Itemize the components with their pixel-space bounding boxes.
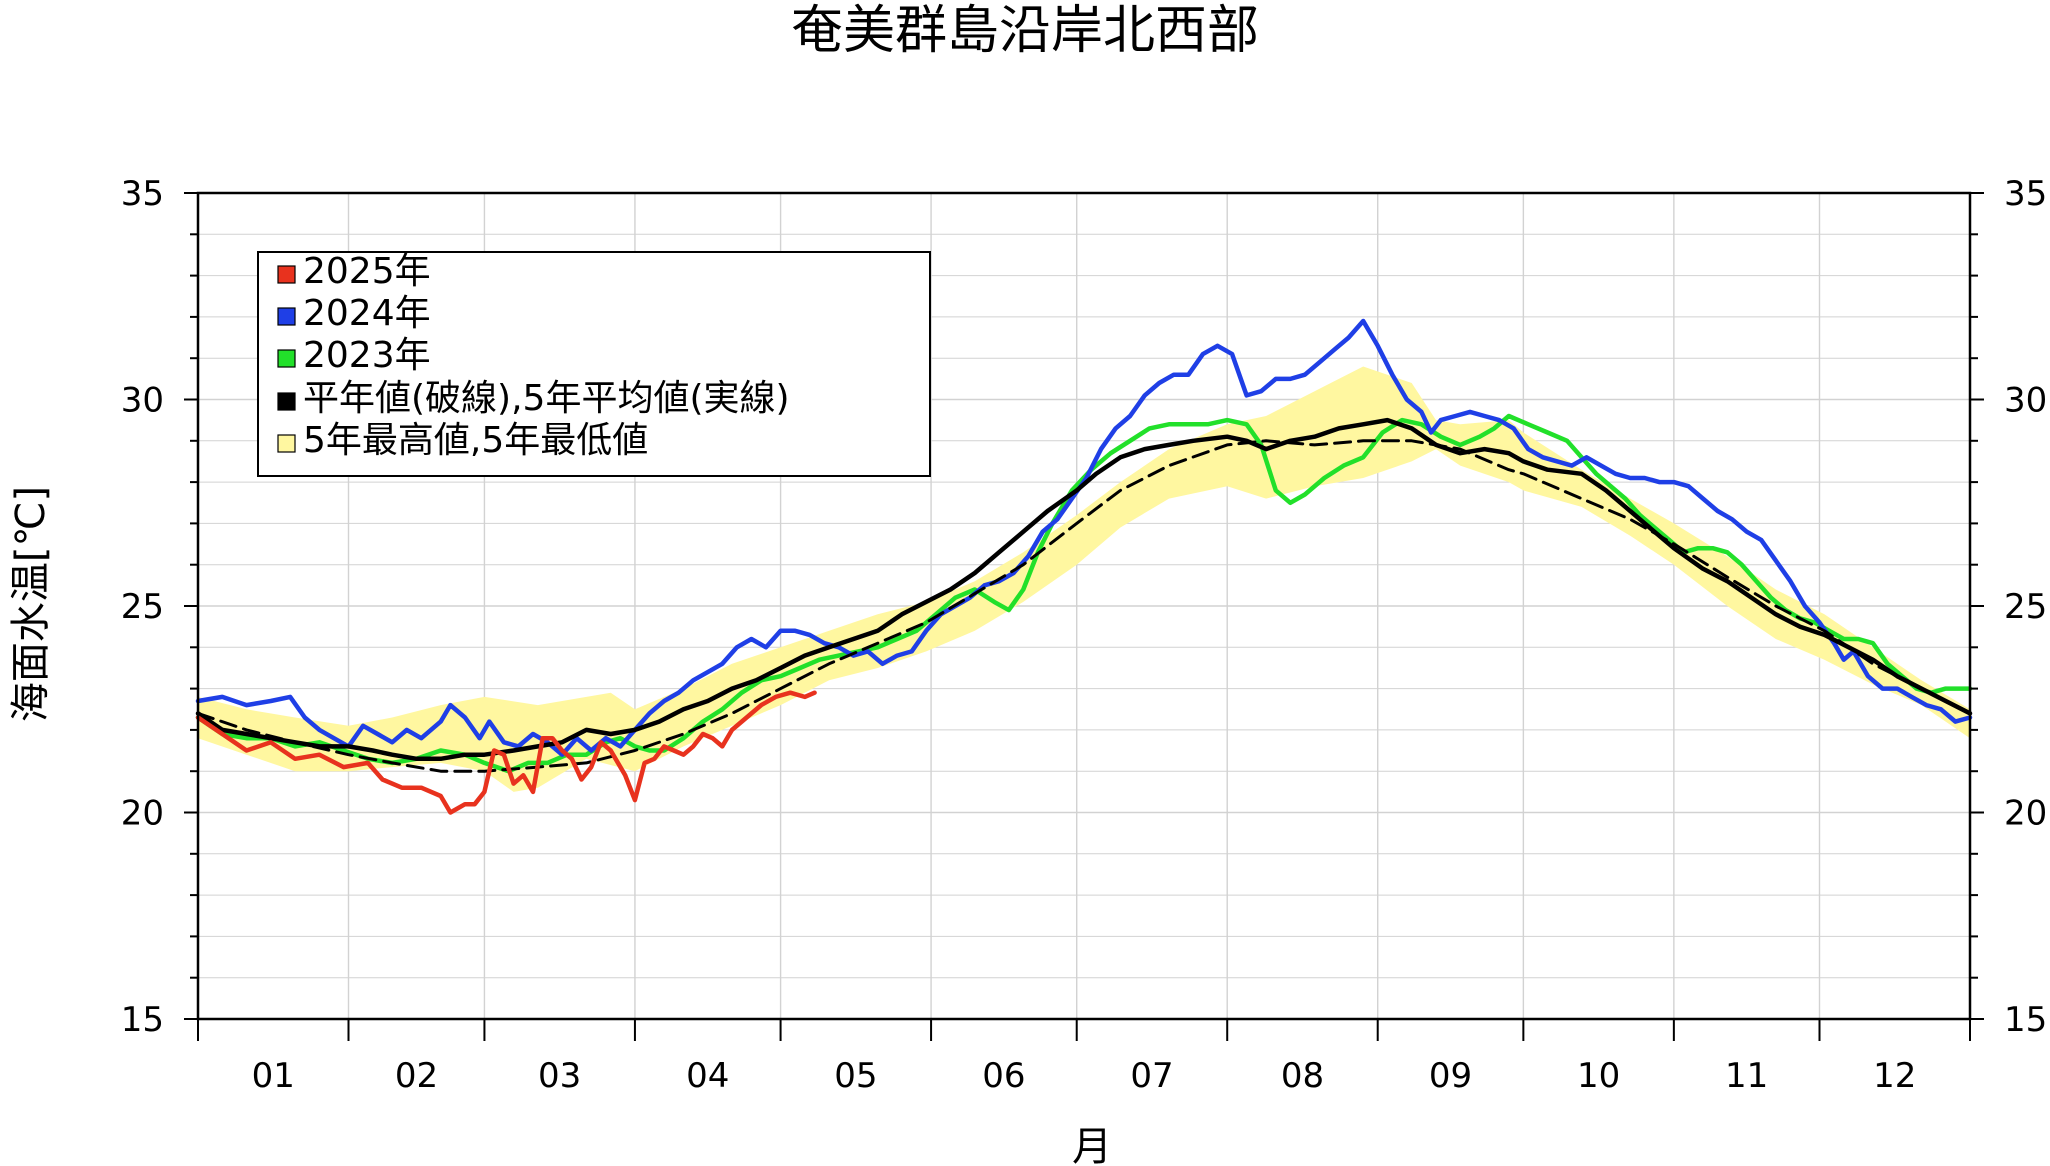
x-axis-label: 月 — [1072, 1124, 1112, 1166]
series-2025-line — [195, 690, 817, 815]
legend-swatch — [277, 434, 296, 453]
x-tick-label: 02 — [395, 1056, 438, 1096]
y-tick-label-right: 15 — [2004, 1000, 2047, 1040]
legend-label: 平年値(破線),5年平均値(実線) — [303, 378, 790, 419]
series-mean5-line — [195, 417, 1973, 762]
y-tick-label-left: 30 — [121, 381, 164, 421]
y-tick-label-right: 30 — [2004, 381, 2047, 421]
y-tick-label-left: 35 — [121, 174, 164, 214]
x-tick-label: 07 — [1130, 1056, 1173, 1096]
x-tick-label: 01 — [252, 1056, 295, 1096]
x-tick-label: 05 — [834, 1056, 877, 1096]
x-tick-label: 03 — [538, 1056, 581, 1096]
axes: 15 15 20 20 25 25 30 30 35 35 01 02 03 04 05 06 07 08 09 10… — [121, 174, 2048, 1096]
series-2024-line — [195, 318, 1973, 757]
band-layer — [198, 366, 1970, 792]
legend-label: 5年最高値,5年最低値 — [303, 420, 648, 461]
legend-label: 2023年 — [303, 335, 431, 376]
legend-swatch — [277, 392, 296, 411]
legend-box — [257, 251, 931, 477]
legend: 2025年2024年2023年平年値(破線),5年平均値(実線)5年最高値,5年… — [257, 251, 931, 477]
x-tick-label: 12 — [1873, 1056, 1916, 1096]
band-area — [198, 366, 1970, 792]
y-tick-label-right: 20 — [2004, 794, 2047, 834]
y-tick-label-right: 35 — [2004, 174, 2047, 214]
y-tick-label-left: 20 — [121, 794, 164, 834]
legend-swatch — [277, 265, 296, 284]
y-tick-label-left: 15 — [121, 1000, 164, 1040]
x-tick-label: 09 — [1429, 1056, 1472, 1096]
series-2023-line — [195, 413, 1973, 774]
legend-label: 2024年 — [303, 293, 431, 334]
x-tick-label: 08 — [1281, 1056, 1324, 1096]
series-normal-line — [196, 439, 1972, 773]
y-axis-label: 海面水温[℃] — [8, 486, 54, 722]
y-tick-label-right: 25 — [2004, 587, 2047, 627]
y-tick-label-left: 25 — [121, 587, 164, 627]
chart-title: 奄美群島沿岸北西部 — [791, 1, 1259, 61]
x-tick-label: 06 — [982, 1056, 1025, 1096]
x-tick-label: 04 — [686, 1056, 729, 1096]
x-tick-label: 10 — [1577, 1056, 1620, 1096]
legend-swatch — [277, 307, 296, 326]
series-layer — [195, 318, 1973, 815]
x-tick-label: 11 — [1725, 1056, 1768, 1096]
legend-swatch — [277, 349, 296, 368]
legend-label: 2025年 — [303, 251, 431, 292]
